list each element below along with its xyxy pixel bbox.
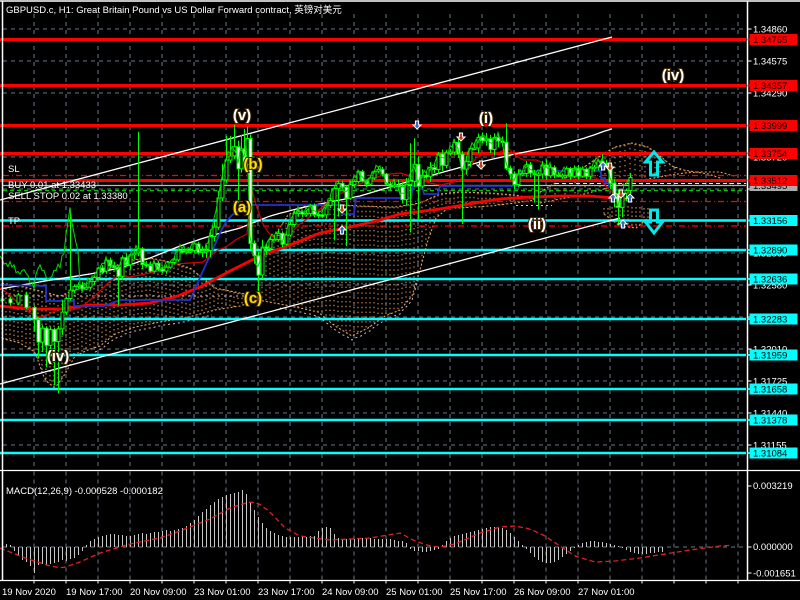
svg-text:1.31440: 1.31440 (753, 409, 787, 420)
svg-text:SL: SL (8, 164, 20, 175)
svg-text:19 Nov 17:00: 19 Nov 17:00 (66, 587, 123, 598)
svg-text:1.31378: 1.31378 (753, 416, 787, 427)
svg-text:(b): (b) (243, 156, 262, 173)
svg-text:1.32890: 1.32890 (753, 246, 787, 257)
svg-text:(iv): (iv) (47, 348, 70, 365)
svg-text:(i): (i) (479, 110, 493, 127)
svg-text:TP: TP (8, 216, 20, 227)
svg-text:(c): (c) (244, 290, 262, 307)
svg-text:1.31725: 1.31725 (753, 377, 787, 388)
svg-text:1.31959: 1.31959 (753, 351, 787, 362)
svg-text:1.34357: 1.34357 (753, 81, 787, 92)
svg-text:1.32636: 1.32636 (753, 275, 787, 286)
svg-text:MACD(12,26,9) -0.000528 -0.000: MACD(12,26,9) -0.000528 -0.000182 (6, 486, 163, 497)
svg-text:(iv): (iv) (662, 67, 685, 84)
svg-text:1.34290: 1.34290 (753, 89, 787, 100)
svg-text:25 Nov 01:00: 25 Nov 01:00 (386, 587, 443, 598)
svg-text:(a): (a) (233, 199, 251, 216)
svg-text:19 Nov 2020: 19 Nov 2020 (2, 587, 56, 598)
svg-text:0.000000: 0.000000 (753, 542, 793, 553)
svg-text:27 Nov 01:00: 27 Nov 01:00 (578, 587, 635, 598)
svg-text:26 Nov 09:00: 26 Nov 09:00 (514, 587, 571, 598)
svg-text:1.34575: 1.34575 (753, 57, 787, 68)
svg-text:20 Nov 09:00: 20 Nov 09:00 (130, 587, 187, 598)
svg-text:23 Nov 17:00: 23 Nov 17:00 (258, 587, 315, 598)
svg-text:1.31084: 1.31084 (753, 449, 787, 460)
svg-text:1.31658: 1.31658 (753, 385, 787, 396)
svg-text:1.34765: 1.34765 (753, 35, 787, 46)
svg-text:(ii): (ii) (528, 216, 546, 233)
svg-text:BUY 0.01 at 1.33433: BUY 0.01 at 1.33433 (8, 180, 96, 191)
svg-text:1.33495: 1.33495 (753, 181, 787, 192)
svg-text:1.33999: 1.33999 (753, 121, 787, 132)
svg-text:24 Nov 09:00: 24 Nov 09:00 (322, 587, 379, 598)
svg-text:1.33754: 1.33754 (753, 149, 787, 160)
svg-text:-0.001651: -0.001651 (753, 569, 796, 580)
svg-text:1.34860: 1.34860 (753, 25, 787, 36)
svg-text:1.32283: 1.32283 (753, 315, 787, 326)
svg-text:25 Nov 17:00: 25 Nov 17:00 (450, 587, 507, 598)
svg-text:(v): (v) (233, 107, 251, 124)
svg-text:1.32580: 1.32580 (753, 281, 787, 292)
svg-text:SELL STOP 0.02 at 1.33380: SELL STOP 0.02 at 1.33380 (8, 191, 128, 202)
svg-text:0.003219: 0.003219 (753, 481, 793, 492)
svg-text:1.33512: 1.33512 (753, 176, 787, 187)
svg-text:23 Nov 01:00: 23 Nov 01:00 (194, 587, 251, 598)
svg-text:GBPUSD.c, H1: Great Britain P: GBPUSD.c, H1: Great Britain Pound vs US … (6, 4, 342, 16)
svg-text:1.31155: 1.31155 (753, 441, 787, 452)
svg-text:1.33156: 1.33156 (753, 216, 787, 227)
